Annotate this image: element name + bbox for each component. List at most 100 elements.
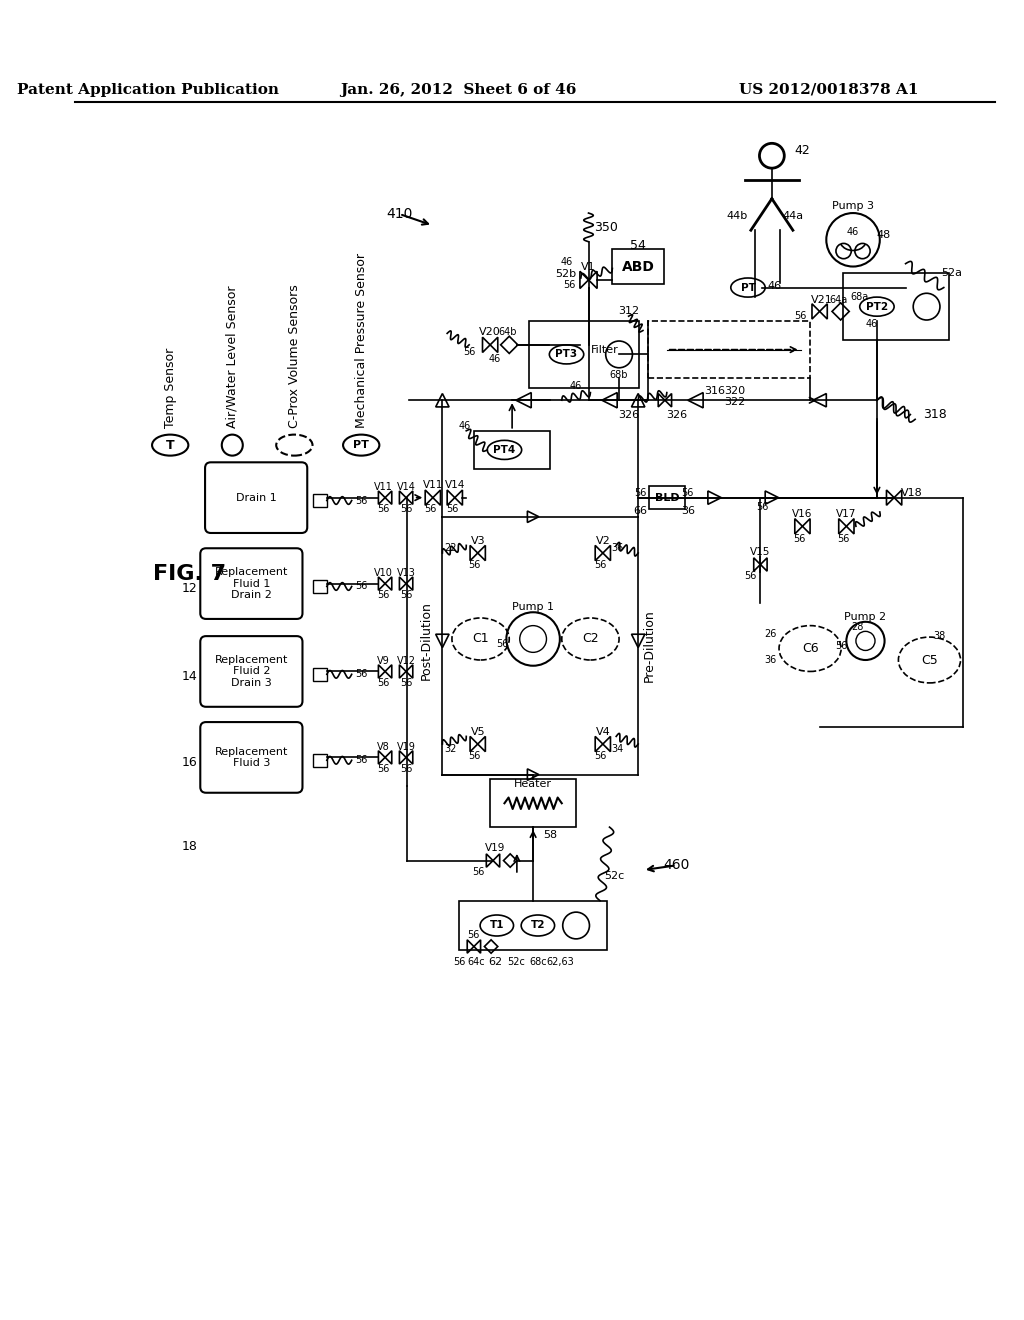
Text: 56: 56 <box>756 502 768 512</box>
Text: 460: 460 <box>664 858 689 873</box>
Text: 56: 56 <box>563 280 575 289</box>
Text: 54: 54 <box>630 239 646 252</box>
Bar <box>528 321 639 388</box>
Text: 56: 56 <box>377 678 389 688</box>
Bar <box>313 754 327 767</box>
Text: 44a: 44a <box>782 211 804 220</box>
Bar <box>313 668 327 681</box>
Text: 58: 58 <box>544 830 557 840</box>
Text: 56: 56 <box>377 504 389 513</box>
Text: 326: 326 <box>666 409 687 420</box>
Text: 56: 56 <box>469 561 481 570</box>
Bar <box>313 579 327 593</box>
Text: BLD: BLD <box>654 492 679 503</box>
Text: T1: T1 <box>489 920 504 931</box>
Bar <box>313 494 327 507</box>
Text: 44b: 44b <box>727 211 748 220</box>
Text: V19: V19 <box>484 843 505 853</box>
Text: Drain 1: Drain 1 <box>236 492 276 503</box>
Text: V20: V20 <box>479 327 501 338</box>
Text: T2: T2 <box>530 920 545 931</box>
Text: PT2: PT2 <box>866 302 888 312</box>
Text: C-Prox Volume Sensors: C-Prox Volume Sensors <box>288 284 301 428</box>
Text: 36: 36 <box>764 655 776 665</box>
Text: V11: V11 <box>423 480 443 490</box>
Text: 56: 56 <box>594 751 606 762</box>
Text: V13: V13 <box>396 568 416 578</box>
Text: V14: V14 <box>396 482 416 492</box>
Text: 56: 56 <box>634 488 646 498</box>
Text: PT: PT <box>353 440 369 450</box>
Bar <box>612 249 665 284</box>
Text: 42: 42 <box>795 144 811 157</box>
Text: 18: 18 <box>181 840 198 853</box>
Text: V17: V17 <box>837 510 856 519</box>
Text: Patent Application Publication: Patent Application Publication <box>17 83 280 96</box>
Text: 46: 46 <box>847 227 859 238</box>
Text: 312: 312 <box>618 306 639 317</box>
Text: 36: 36 <box>681 506 695 516</box>
Text: US 2012/0018378 A1: US 2012/0018378 A1 <box>739 83 919 96</box>
Text: 318: 318 <box>923 408 946 421</box>
Text: 32: 32 <box>444 743 457 754</box>
Text: ABD: ABD <box>622 260 654 273</box>
Text: 28: 28 <box>852 622 864 631</box>
Text: V10: V10 <box>374 568 392 578</box>
Text: C1: C1 <box>472 632 488 645</box>
Text: 56: 56 <box>355 582 368 591</box>
Text: 56: 56 <box>355 755 368 766</box>
Text: PT: PT <box>740 282 756 293</box>
Text: 56: 56 <box>424 504 436 513</box>
Text: 56: 56 <box>454 957 466 966</box>
Text: 56: 56 <box>838 533 850 544</box>
Text: 56: 56 <box>355 669 368 680</box>
Text: 56: 56 <box>467 931 479 940</box>
Text: 68c: 68c <box>529 957 547 966</box>
Text: 46: 46 <box>560 257 572 267</box>
Bar <box>490 779 577 828</box>
Bar <box>459 900 607 950</box>
Text: V18: V18 <box>900 488 923 498</box>
Text: 320: 320 <box>724 385 745 396</box>
Text: C2: C2 <box>582 632 599 645</box>
Text: 56: 56 <box>400 678 413 688</box>
Text: 38: 38 <box>933 631 945 642</box>
Text: 46: 46 <box>866 319 879 329</box>
Text: 52b: 52b <box>555 269 577 279</box>
Text: 56: 56 <box>794 533 806 544</box>
Text: V15: V15 <box>751 546 771 557</box>
Text: Post-Dilution: Post-Dilution <box>420 602 433 680</box>
Text: 326: 326 <box>618 409 639 420</box>
Text: 56: 56 <box>836 640 848 651</box>
Text: 34: 34 <box>611 743 624 754</box>
Text: Heater: Heater <box>514 779 552 789</box>
Text: 316: 316 <box>705 385 725 396</box>
Text: 64a: 64a <box>829 294 848 305</box>
Text: C6: C6 <box>802 642 818 655</box>
Text: V14: V14 <box>444 480 465 490</box>
Bar <box>474 430 550 469</box>
Text: C5: C5 <box>921 653 938 667</box>
Text: 64c: 64c <box>467 957 484 966</box>
Text: 68b: 68b <box>610 371 629 380</box>
Text: 46: 46 <box>488 354 501 364</box>
Text: 22: 22 <box>444 544 458 553</box>
Text: Pre-Dilution: Pre-Dilution <box>643 610 656 682</box>
Text: V5: V5 <box>470 726 485 737</box>
Text: Air/Water Level Sensor: Air/Water Level Sensor <box>225 285 239 428</box>
Text: V11: V11 <box>374 482 392 492</box>
Text: 52c: 52c <box>604 871 625 880</box>
Text: 52c: 52c <box>507 957 525 966</box>
Text: 56: 56 <box>497 639 509 648</box>
Text: 56: 56 <box>445 504 458 513</box>
Text: 410: 410 <box>386 207 413 220</box>
Text: V16: V16 <box>793 510 813 519</box>
Text: Mechanical Pressure Sensor: Mechanical Pressure Sensor <box>354 253 368 428</box>
Text: V19: V19 <box>396 742 416 752</box>
Text: Filter: Filter <box>591 345 620 355</box>
Text: 12: 12 <box>181 582 198 595</box>
Text: 56: 56 <box>682 488 694 498</box>
Text: 66: 66 <box>633 506 647 516</box>
Text: 56: 56 <box>463 347 475 358</box>
Text: 62: 62 <box>487 957 502 966</box>
